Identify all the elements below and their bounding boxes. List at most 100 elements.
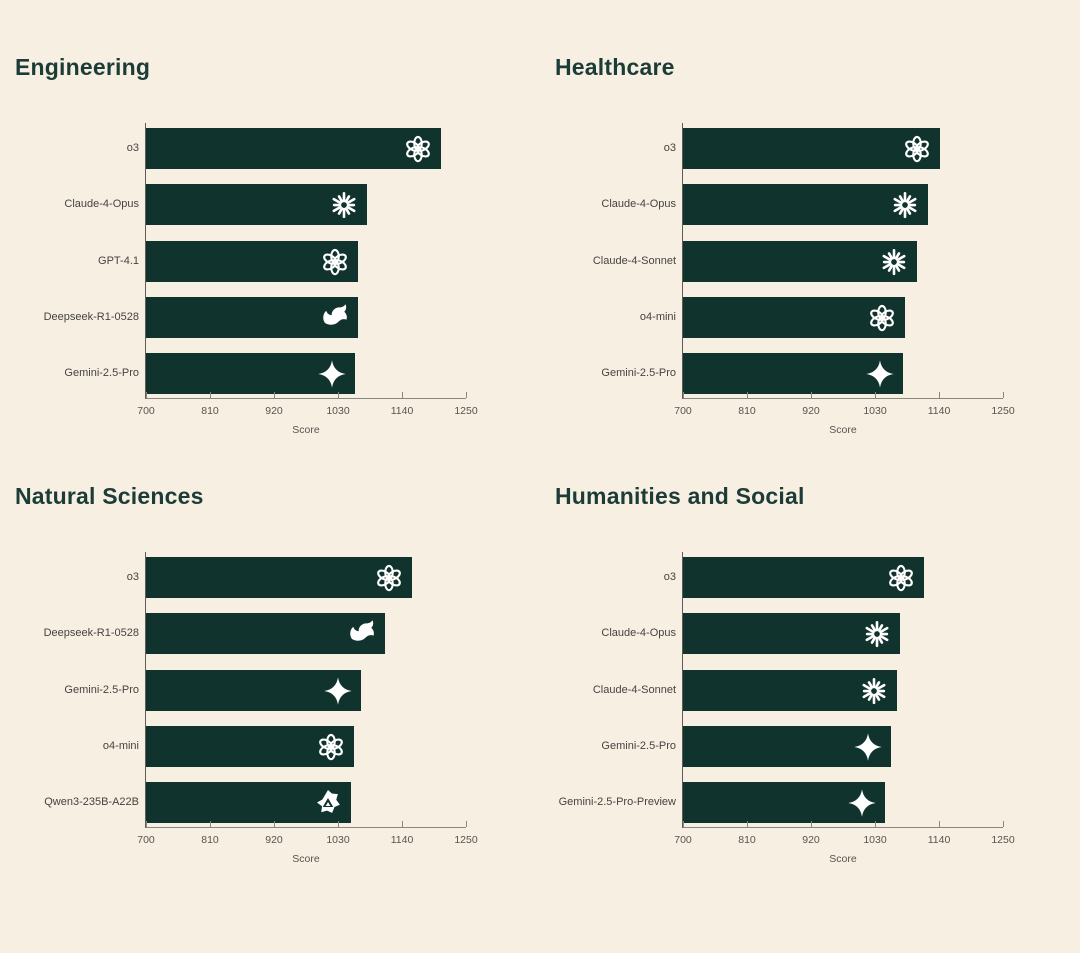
x-tick (146, 392, 147, 398)
x-tick-label: 1250 (991, 405, 1015, 417)
openai-icon (316, 732, 346, 762)
bar-row: Gemini-2.5-Pro (64, 670, 466, 711)
bar-row: Qwen3-235B-A22B (44, 782, 466, 823)
score-bar (683, 613, 901, 654)
x-axis: 700 810 920 1030 1140 1250 (674, 392, 1015, 417)
score-bar (146, 670, 361, 711)
chart-panel-humanities-social: Humanities and Social o3 Claude-4-Opus C… (540, 473, 1080, 903)
openai-icon (902, 134, 932, 164)
x-tick-label: 920 (802, 405, 820, 417)
openai-icon (320, 247, 350, 277)
score-bar (146, 782, 351, 823)
x-tick (338, 821, 339, 827)
bar-row: Claude-4-Opus (601, 184, 1003, 225)
x-tick-label: 1250 (991, 834, 1015, 846)
bar-row: Deepseek-R1-0528 (44, 613, 466, 654)
x-tick (466, 392, 467, 398)
gemini-icon (317, 359, 347, 389)
deepseek-icon (320, 303, 350, 333)
x-tick-label: 1140 (390, 405, 414, 417)
score-bar (683, 782, 885, 823)
x-axis: 700 810 920 1030 1140 1250 (137, 821, 478, 846)
chart-title: Humanities and Social (555, 483, 805, 509)
bar-row: Gemini-2.5-Pro (601, 726, 1003, 767)
bar-row: o4-mini (103, 726, 466, 767)
bar-row: Gemini-2.5-Pro (64, 353, 466, 394)
x-tick (811, 392, 812, 398)
x-tick-label: 700 (137, 405, 155, 417)
bar-row: o3 (127, 128, 466, 169)
x-axis: 700 810 920 1030 1140 1250 (674, 821, 1015, 846)
x-axis-label: Score (829, 853, 857, 865)
x-tick-label: 1030 (326, 405, 350, 417)
model-label: GPT-4.1 (98, 255, 139, 267)
x-tick-label: 1030 (326, 834, 350, 846)
chart-panel-engineering: Engineering o3 Claude-4-Opus GPT-4.1 Dee… (0, 44, 540, 474)
score-bar (683, 353, 903, 394)
x-tick (146, 821, 147, 827)
score-bar (146, 613, 386, 654)
model-label: Gemini-2.5-Pro-Preview (558, 796, 676, 808)
openai-icon (867, 303, 897, 333)
openai-icon (403, 134, 433, 164)
x-tick-label: 1030 (863, 834, 887, 846)
score-bar (683, 557, 925, 598)
score-bar (683, 726, 891, 767)
score-bar (683, 297, 906, 338)
chart-title: Engineering (15, 54, 151, 80)
chart-panel-natural-sciences: Natural Sciences o3 Deepseek-R1-0528 Gem… (0, 473, 540, 903)
plot-area: o3 Claude-4-Opus GPT-4.1 Deepseek-R1-052… (44, 123, 478, 436)
x-tick (1003, 821, 1004, 827)
bar-row: Claude-4-Sonnet (593, 241, 1003, 282)
model-label: Gemini-2.5-Pro (64, 684, 139, 696)
anthropic-icon (859, 676, 889, 706)
bar-row: Gemini-2.5-Pro (601, 353, 1003, 394)
model-label: o3 (663, 142, 676, 154)
x-tick-label: 810 (738, 405, 756, 417)
score-bar (683, 670, 897, 711)
gemini-icon (853, 732, 883, 762)
x-tick (402, 821, 403, 827)
score-bar (146, 353, 355, 394)
model-label: Claude-4-Opus (601, 627, 676, 639)
x-axis: 700 810 920 1030 1140 1250 (137, 392, 478, 417)
model-label: o3 (663, 571, 676, 583)
x-axis-label: Score (292, 853, 320, 865)
x-tick-label: 920 (265, 405, 283, 417)
model-label: Claude-4-Opus (601, 198, 676, 210)
deepseek-icon (347, 619, 377, 649)
x-tick-label: 1140 (927, 834, 951, 846)
x-tick-label: 700 (674, 405, 692, 417)
x-tick (1003, 392, 1004, 398)
score-bar (146, 297, 358, 338)
x-tick-label: 810 (201, 405, 219, 417)
score-bar (146, 557, 412, 598)
qwen-icon (313, 788, 343, 818)
x-tick-label: 1140 (390, 834, 414, 846)
anthropic-icon (329, 190, 359, 220)
x-tick (683, 821, 684, 827)
x-tick (274, 392, 275, 398)
x-tick-label: 1250 (454, 405, 478, 417)
bar-row: Deepseek-R1-0528 (44, 297, 466, 338)
x-tick (210, 821, 211, 827)
x-tick (939, 821, 940, 827)
x-tick-label: 810 (201, 834, 219, 846)
model-label: o3 (126, 571, 139, 583)
model-label: Gemini-2.5-Pro (601, 367, 676, 379)
model-label: o4-mini (639, 311, 676, 323)
openai-icon (886, 563, 916, 593)
x-tick-label: 920 (265, 834, 283, 846)
x-tick-label: 1140 (927, 405, 951, 417)
chart-title: Healthcare (555, 54, 675, 80)
x-tick (811, 821, 812, 827)
model-label: Claude-4-Sonnet (592, 684, 676, 696)
model-label: Deepseek-R1-0528 (43, 311, 139, 323)
x-tick (210, 392, 211, 398)
x-tick-label: 700 (674, 834, 692, 846)
score-bar (683, 128, 940, 169)
anthropic-icon (879, 247, 909, 277)
bar-row: o3 (664, 128, 1003, 169)
chart-panel-healthcare: Healthcare o3 Claude-4-Opus Claude-4-Son… (540, 44, 1080, 474)
